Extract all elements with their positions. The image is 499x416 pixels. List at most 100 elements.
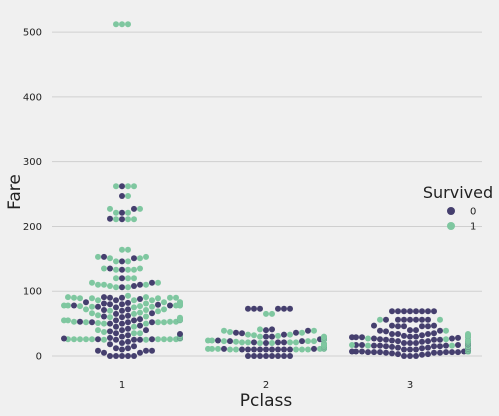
swarm-point (455, 349, 461, 356)
swarm-point (177, 331, 183, 337)
swarm-point (119, 314, 125, 321)
swarm-point (113, 209, 119, 216)
swarm-point (349, 342, 355, 348)
y-tick-label: 100 (23, 287, 42, 298)
swarm-point (101, 265, 107, 272)
swarm-point (251, 346, 257, 353)
swarm-point (407, 346, 413, 353)
swarm-point (443, 342, 449, 349)
swarm-point (89, 319, 95, 326)
swarm-point (143, 336, 149, 343)
y-axis-title: Fare (5, 174, 25, 210)
swarm-point (61, 317, 67, 324)
swarm-point (125, 284, 131, 291)
swarm-point (143, 253, 149, 260)
swarm-point (125, 299, 131, 306)
swarm-point (251, 305, 257, 312)
swarm-point (131, 183, 137, 190)
swarm-point (245, 346, 251, 353)
swarm-point (107, 205, 113, 212)
swarm-point (311, 327, 317, 334)
swarm-point (371, 322, 377, 329)
swarm-point (101, 253, 107, 260)
swarm-point (287, 353, 293, 359)
swarm-point (95, 253, 101, 260)
swarm-point (293, 346, 299, 353)
swarm-point (107, 334, 113, 341)
swarm-point (365, 349, 371, 356)
swarm-point (263, 340, 269, 346)
swarm-point (425, 331, 431, 337)
swarm-point (107, 353, 113, 359)
swarm-point (407, 308, 413, 315)
swarm-point (89, 279, 95, 286)
swarm-point (311, 345, 317, 352)
swarm-point (287, 339, 293, 346)
swarm-point (125, 292, 131, 299)
swarm-point (377, 336, 383, 343)
swarm-point (425, 323, 431, 330)
legend-label-1: 1 (470, 222, 476, 233)
swarm-point (401, 332, 407, 339)
swarm-point (137, 330, 143, 337)
swarm-point (227, 346, 233, 353)
swarm-point (143, 294, 149, 301)
swarm-point (233, 329, 239, 336)
swarm-point (275, 339, 281, 346)
swarm-point (113, 310, 119, 317)
swarm-point (455, 342, 461, 348)
swarm-point (125, 193, 131, 199)
y-tick-label: 400 (23, 92, 42, 103)
swarm-point (349, 334, 355, 341)
swarm-point (215, 337, 221, 344)
swarm-point (377, 327, 383, 334)
swarm-point (125, 266, 131, 273)
swarm-point (431, 322, 437, 329)
swarm-point (257, 326, 263, 333)
swarm-point (263, 310, 269, 317)
swarm-point (419, 316, 425, 323)
swarm-point (287, 346, 293, 353)
swarm-point (413, 316, 419, 323)
legend-marker-0 (447, 207, 455, 215)
swarm-point (239, 339, 245, 346)
swarm-point (263, 333, 269, 340)
swarm-point (401, 353, 407, 359)
swarm-point (413, 308, 419, 315)
swarm-point (177, 299, 183, 306)
swarm-point (359, 342, 365, 348)
swarm-point (377, 316, 383, 323)
swarm-point (431, 343, 437, 350)
swarm-point (287, 331, 293, 338)
swarm-point (395, 308, 401, 315)
swarm-point (395, 338, 401, 345)
swarm-point (449, 335, 455, 342)
swarm-point (101, 294, 107, 301)
swarm-point (275, 346, 281, 353)
swarm-point (61, 335, 67, 342)
swarm-point (119, 333, 125, 340)
swarm-point (125, 183, 131, 190)
swarm-point (413, 353, 419, 359)
swarm-point (431, 336, 437, 343)
swarm-point (401, 340, 407, 346)
swarm-point (113, 297, 119, 304)
swarm-point (269, 346, 275, 353)
swarm-point (233, 338, 239, 345)
swarm-point (125, 325, 131, 332)
swarm-point (425, 338, 431, 345)
swarm-point (449, 342, 455, 349)
swarm-point (419, 351, 425, 358)
swarm-point (125, 306, 131, 313)
swarm-point (107, 341, 113, 348)
swarm-point (177, 314, 183, 321)
swarm-point (119, 327, 125, 334)
swarm-point (239, 346, 245, 353)
swarm-point (437, 343, 443, 350)
swarm-point (101, 320, 107, 327)
swarm-point (137, 303, 143, 310)
swarm-point (131, 266, 137, 273)
swarm-point (131, 255, 137, 262)
swarm-point (119, 193, 125, 199)
swarm-point (77, 336, 83, 343)
